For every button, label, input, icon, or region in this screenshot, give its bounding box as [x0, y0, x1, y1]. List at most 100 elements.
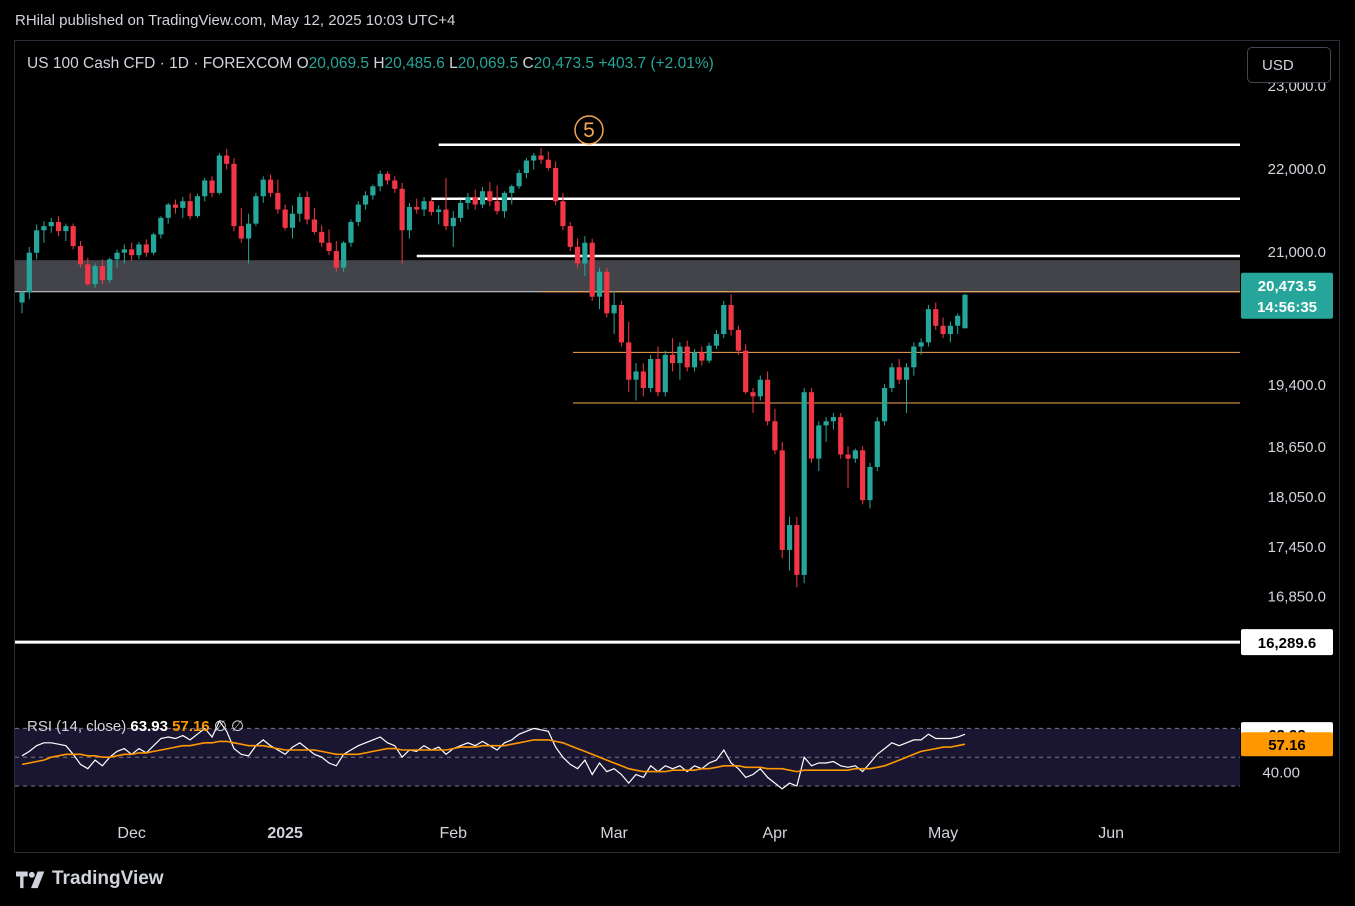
candle — [326, 229, 332, 256]
candle-body — [494, 201, 500, 212]
candle — [947, 321, 953, 343]
candle — [794, 516, 800, 588]
candle — [765, 371, 771, 426]
candle-body — [48, 221, 54, 227]
candle-body — [70, 226, 76, 247]
candle-body — [933, 309, 939, 326]
candle — [677, 342, 683, 380]
candle-body — [99, 265, 106, 281]
x-axis-tick-label: May — [928, 825, 958, 842]
candle-body — [202, 180, 208, 197]
candle-body — [34, 230, 40, 253]
candle — [26, 246, 32, 300]
candle-body — [341, 242, 347, 268]
candle-body — [224, 155, 230, 164]
candle — [209, 176, 215, 198]
candle-body — [618, 305, 625, 343]
candle — [238, 207, 244, 243]
candle-body — [816, 425, 822, 459]
candle — [202, 177, 208, 202]
candle — [648, 354, 654, 393]
candle — [545, 151, 551, 171]
last-price-tag — [1241, 272, 1333, 319]
candle — [267, 174, 274, 198]
candle-body — [626, 342, 632, 380]
candle-body — [765, 379, 771, 422]
candle-body — [896, 367, 902, 380]
candle-body — [428, 201, 434, 213]
candle — [406, 202, 413, 239]
candle — [801, 388, 807, 584]
candle — [107, 257, 113, 283]
candle-body — [560, 201, 566, 227]
candle-body — [289, 213, 296, 228]
y-axis-tick-label: 18,650.0 — [1268, 439, 1326, 456]
brand-name: TradingView — [52, 868, 164, 889]
candle-body — [553, 168, 559, 202]
candle — [772, 408, 778, 455]
candle — [699, 346, 705, 366]
ohlc-legend: US 100 Cash CFD · 1D · FOREXCOM O20,069.… — [27, 55, 714, 73]
candle — [531, 153, 537, 170]
candle-body — [713, 334, 720, 346]
candle-body — [881, 388, 888, 422]
candle-body — [479, 191, 486, 205]
candle — [640, 363, 646, 397]
candle-body — [735, 329, 741, 351]
candle — [421, 197, 427, 217]
candle-body — [77, 246, 84, 265]
rsi-value: 63.93 — [130, 718, 168, 735]
candle — [443, 177, 449, 231]
candle-body — [669, 354, 676, 364]
candle-body — [955, 315, 961, 326]
candle-body — [85, 264, 91, 285]
resistance-zone — [15, 260, 1240, 292]
candle-body — [779, 450, 785, 550]
candle — [538, 148, 544, 164]
y-axis-tick-label: 17,450.0 — [1268, 539, 1326, 556]
x-axis-tick-label: 2025 — [267, 825, 303, 842]
candle-body — [947, 325, 953, 335]
y-axis-tick-label: 16,850.0 — [1268, 589, 1326, 606]
candle-body — [107, 259, 113, 281]
candle-body — [596, 271, 603, 297]
candle — [596, 267, 603, 310]
candle — [582, 236, 588, 276]
candle — [955, 313, 961, 335]
candle — [85, 257, 91, 286]
tradingview-brand[interactable]: TradingView — [16, 868, 164, 890]
candle — [574, 238, 581, 268]
candle-body — [311, 219, 317, 232]
candle — [414, 198, 420, 214]
candle — [838, 412, 844, 459]
candle — [304, 191, 310, 225]
candle — [874, 417, 880, 472]
high-label: H — [373, 55, 385, 72]
candle — [70, 223, 76, 250]
candle-body — [808, 392, 815, 459]
candle-body — [377, 173, 383, 187]
candle-body — [63, 226, 69, 232]
candle-body — [55, 221, 62, 232]
candle-body — [231, 163, 237, 227]
candle-body — [355, 204, 361, 222]
candle-body — [348, 221, 354, 243]
rsi-title[interactable]: RSI (14, close) — [27, 718, 127, 735]
candle — [129, 242, 135, 262]
y-axis-tick-label: 19,400.0 — [1268, 377, 1326, 394]
candle — [684, 340, 690, 372]
change-value: +403.7 (+2.01%) — [598, 55, 714, 72]
candle — [48, 217, 54, 233]
symbol-title[interactable]: US 100 Cash CFD · 1D · FOREXCOM — [27, 55, 293, 72]
candle — [589, 238, 595, 301]
candle-body — [691, 352, 698, 368]
candle — [553, 161, 559, 206]
candle — [567, 221, 573, 252]
candle — [92, 263, 98, 288]
candle — [918, 338, 924, 355]
candle-body — [648, 358, 654, 389]
currency-button[interactable]: USD — [1247, 47, 1331, 83]
candle — [903, 363, 910, 413]
candle — [845, 446, 851, 488]
